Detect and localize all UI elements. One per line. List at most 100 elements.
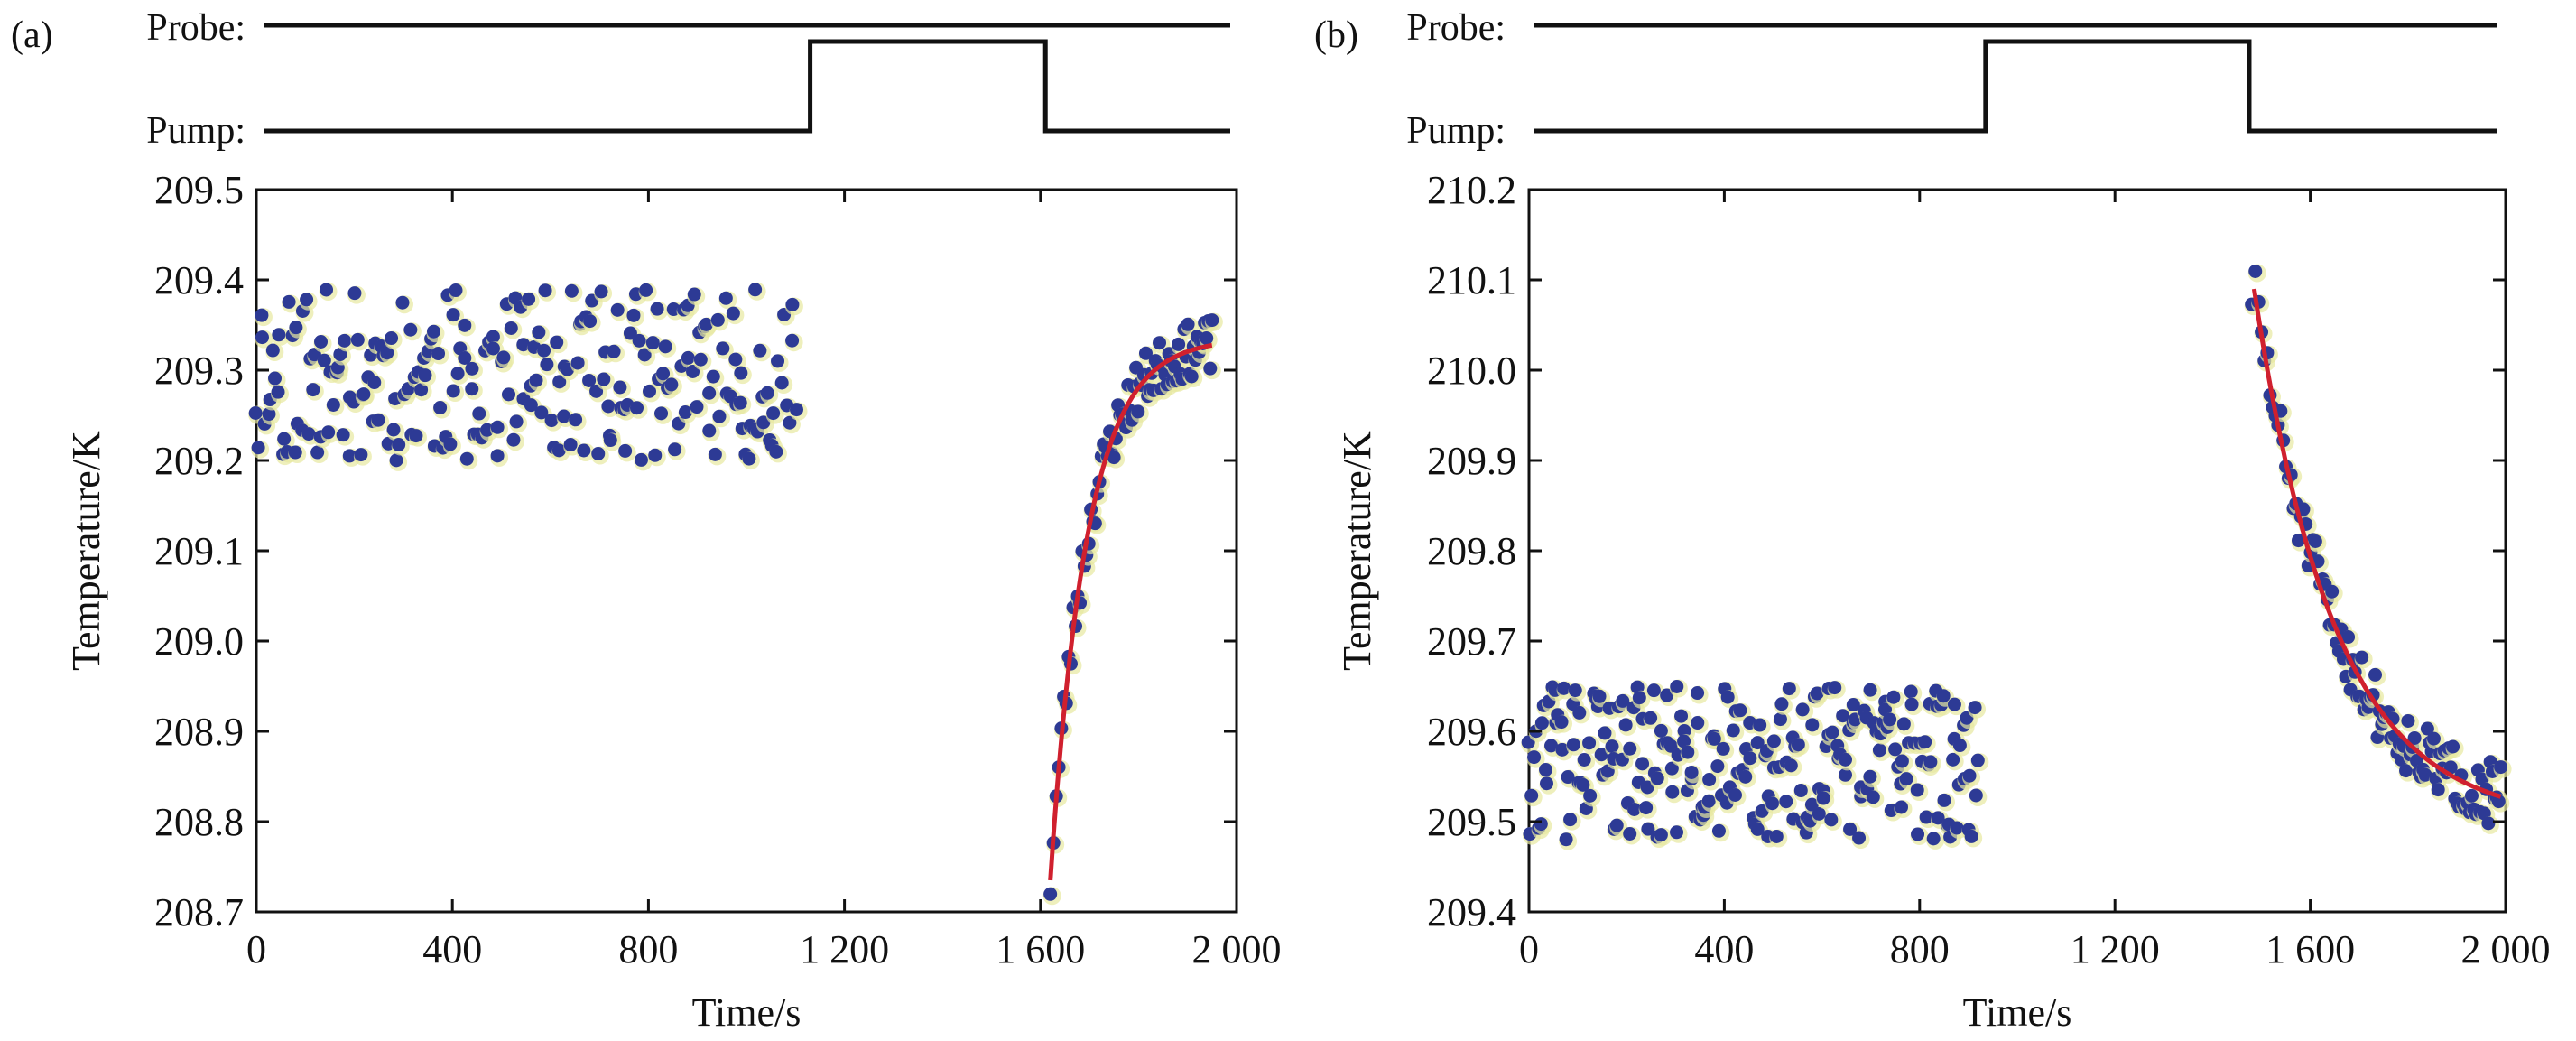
panel-b-data-point xyxy=(1716,741,1730,756)
panel-a-x-tick-label: 2 000 xyxy=(1192,927,1282,971)
panel-a-y-tick-label: 208.9 xyxy=(154,710,244,754)
panel-b-data-point xyxy=(1888,742,1903,757)
panel-a-data-point xyxy=(431,347,446,361)
panel-b-data-point xyxy=(1635,757,1650,771)
panel-b-probe-label: Probe: xyxy=(1406,7,1506,49)
panel-b-data-point xyxy=(1594,748,1608,762)
panel-b-data-point xyxy=(1923,755,1938,769)
panel-b-x-tick-label: 0 xyxy=(1519,927,1539,971)
panel-a-data-point xyxy=(591,446,606,460)
panel-a-data-point xyxy=(623,326,637,340)
panel-a-data-point xyxy=(728,352,743,367)
panel-a-data-point xyxy=(414,383,429,397)
panel-b-data-point xyxy=(1952,739,1967,753)
panel-b-data-point xyxy=(1883,712,1897,727)
panel-b-y-tick-label: 210.1 xyxy=(1427,258,1516,302)
panel-a-data-point xyxy=(310,445,325,460)
panel-a-data-point xyxy=(613,380,627,395)
panel-b-data-point xyxy=(1576,777,1590,792)
panel-a-data-point xyxy=(1131,404,1145,419)
panel-a-data-point xyxy=(347,286,362,301)
panel-a-data-point xyxy=(639,283,653,297)
panel-b-data-point xyxy=(1654,828,1668,842)
panel-a-data-point xyxy=(544,414,559,428)
panel-b-data-point xyxy=(1810,686,1824,701)
panel-b-data-point xyxy=(1582,736,1597,750)
panel-a-probe-label: Probe: xyxy=(146,7,246,49)
panel-a-data-point xyxy=(726,306,740,321)
panel-b-data-point xyxy=(1791,738,1805,752)
panel-a-y-tick-label: 209.3 xyxy=(154,349,244,393)
panel-b-data-point xyxy=(1962,768,1977,783)
panel-a-data-point xyxy=(648,448,663,462)
panel-a-x-tick-label: 0 xyxy=(246,927,266,971)
panel-a-data-point xyxy=(271,385,285,399)
panel-b-data-point xyxy=(1654,723,1668,738)
panel-a-data-point xyxy=(385,331,399,346)
panel-a-data-point xyxy=(288,445,302,460)
panel-a-data-point xyxy=(702,423,717,438)
panel-b-data-point xyxy=(1623,741,1637,756)
panel-a-data-point xyxy=(771,354,785,368)
panel-b-data-point xyxy=(1895,754,1909,768)
panel-a-data-point xyxy=(458,350,472,365)
panel-b-fit-curve xyxy=(2251,288,2502,799)
panel-a-data-point xyxy=(509,414,524,429)
panel-a-data-point xyxy=(326,397,340,412)
panel-b-data-point xyxy=(1931,811,1945,825)
panel-b-data-point xyxy=(1765,796,1780,811)
panel-b-data-point xyxy=(1755,804,1769,818)
panel-b-data-point xyxy=(2341,630,2356,645)
panel-a-data-point xyxy=(760,386,774,400)
panel-b-data-point xyxy=(1795,702,1810,717)
panel-b-data-point xyxy=(1738,769,1753,784)
panel-b-data-point xyxy=(2407,730,2422,745)
panel-b-data-point xyxy=(1839,767,1853,782)
panel-b-data-point xyxy=(1691,686,1705,701)
panel-b-x-tick-label: 1 200 xyxy=(2071,927,2160,971)
panel-b-data-point xyxy=(1782,682,1796,696)
panel-b-data-point xyxy=(1554,715,1569,730)
panel-b-data-point xyxy=(1701,794,1716,808)
panel-b-y-tick-label: 210.0 xyxy=(1427,349,1516,393)
panel-a-data-point xyxy=(690,400,704,414)
panel-a-data-point xyxy=(712,409,727,423)
panel-b-data-point xyxy=(1947,697,1961,711)
panel-a-data-point xyxy=(756,415,771,430)
panel-a-data-point xyxy=(403,322,418,337)
panel-a-data-point xyxy=(658,339,672,354)
panel-b-data-point xyxy=(1918,735,1932,749)
panel-a-data-point xyxy=(282,294,296,309)
panel-a-data-point xyxy=(577,443,591,458)
panel-a-data-point xyxy=(446,308,460,322)
panel-a-data-point xyxy=(766,406,781,421)
panel-a-plot: 208.7 208.8 208.9 209.0 209.1 209.2 209.3 209.4… xyxy=(154,168,1282,971)
panel-a-data-point xyxy=(718,291,733,305)
panel-b-data-point xyxy=(1674,709,1689,723)
panel-a-data-point xyxy=(314,335,329,349)
panel-b-data-point xyxy=(2491,795,2506,809)
panel-b-data-point xyxy=(2464,788,2479,803)
panel-b-data-point xyxy=(1664,761,1679,776)
panel-b-data-point xyxy=(1618,718,1633,732)
panel-b-data-point xyxy=(2399,764,2414,778)
panel-b-data-point xyxy=(1793,784,1808,798)
panel-a-x-tick-label: 800 xyxy=(618,927,678,971)
panel-b-data-point xyxy=(1919,810,1933,824)
panel-a-data-point xyxy=(1200,331,1214,346)
panel-b-data-point xyxy=(1577,752,1591,767)
panel-b-data-point xyxy=(1566,738,1580,752)
panel-a-data-point xyxy=(601,399,616,414)
panel-b-data-point xyxy=(1936,689,1951,703)
panel-b-data-point xyxy=(1640,780,1654,795)
panel-a-data-point xyxy=(686,364,700,378)
panel-a-data-point xyxy=(654,406,669,421)
panel-a-data-point xyxy=(522,292,536,306)
panel-b-data-point xyxy=(1937,793,1951,807)
panel-b-data-point xyxy=(1946,752,1960,767)
panel-a-data-point xyxy=(395,295,410,310)
panel-b-data-point xyxy=(1710,759,1725,774)
panel-b-data-point xyxy=(2446,739,2460,754)
panel-a-data-point xyxy=(564,283,579,298)
panel-a-data-point xyxy=(678,405,692,420)
